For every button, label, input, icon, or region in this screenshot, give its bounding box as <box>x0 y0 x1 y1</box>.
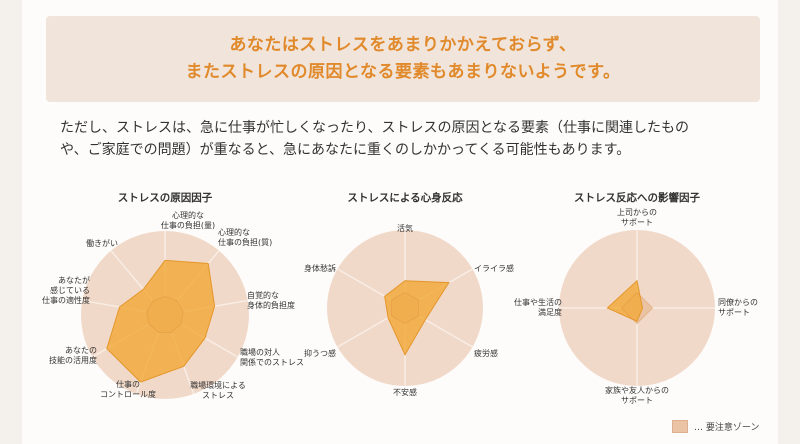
chart-1-axis-label-line: 心理的な <box>172 210 204 220</box>
chart-1-axis-label: 仕事のコントロール度 <box>100 379 156 399</box>
result-banner: あなたはストレスをあまりかかえておらず、 またストレスの原因となる要素もあまりな… <box>46 16 760 102</box>
chart-2-axis-label: 不安感 <box>393 387 417 397</box>
chart-1-axis-label: 職場環境によるストレス <box>190 380 246 400</box>
chart-1-axis-label-line: 仕事の適性度 <box>42 295 90 305</box>
chart-1-axis-label: 自覚的な身体的負担度 <box>247 290 295 310</box>
chart-1-axis-label-line: 身体的負担度 <box>247 300 295 310</box>
chart-2-axis-label-line: 活気 <box>397 223 413 233</box>
chart-2-axis-label: 抑うつ感 <box>304 348 336 358</box>
legend: … 要注意ゾーン <box>672 420 759 433</box>
chart-2-axis-label: 疲労感 <box>474 348 498 358</box>
chart-1-axis-label-line: 関係でのストレス <box>240 358 304 367</box>
chart-3-axis-label-line: サポート <box>718 308 750 317</box>
chart-2-axis-label-line: 抑うつ感 <box>304 348 336 358</box>
chart-3-axis-label-line: 家族や友人からの <box>605 385 669 395</box>
chart-1-axis-label-line: 自覚的な <box>247 290 279 300</box>
chart-3-axis-label-line: 上司からの <box>617 208 657 217</box>
headline-line-2: またストレスの原因となる要素もあまりないようです。 <box>185 62 621 82</box>
chart-3-axis-label-line: サポート <box>621 396 653 405</box>
chart-2-axis-label-line: 疲労感 <box>474 348 498 358</box>
chart-3-axis-label: 仕事や生活の満足度 <box>514 297 562 317</box>
chart-2-title: ストレスによる心身反応 <box>347 191 463 204</box>
chart-1-axis-label-line: 技能の活用度 <box>49 355 97 365</box>
chart-3-data-polygon <box>606 279 644 322</box>
chart-3-inner-zone-outline <box>620 291 654 325</box>
chart-1-axis-label: 心理的な仕事の負担(質) <box>218 227 272 247</box>
chart-1-axis-label: あなたの技能の活用度 <box>49 346 97 365</box>
description-line-2: や、ご家庭での問題）が重なると、急にあなたに重くのしかかってくる可能性もあります… <box>60 142 631 158</box>
chart-1-inner-zone-outline <box>146 296 184 333</box>
chart-1-axis-label-line: 感じている <box>50 285 90 295</box>
chart-3-axis-label-line: サポート <box>621 218 653 227</box>
chart-2-axis-label: 身体愁訴 <box>304 263 336 273</box>
chart-2-axis-label-line: 不安感 <box>393 387 417 397</box>
chart-1-axis-label-line: 仕事の負担(量) <box>161 220 215 230</box>
chart-2-axis-label: 活気 <box>397 223 413 233</box>
chart-3-axis-label: 家族や友人からのサポート <box>605 385 669 405</box>
chart-3-axis-label-line: 同僚からの <box>718 297 758 307</box>
chart-1-axis-label: あなたが感じている仕事の適性度 <box>42 275 90 305</box>
chart-3-axis-label: 上司からのサポート <box>617 208 657 227</box>
chart-1-title: ストレスの原因因子 <box>118 192 213 204</box>
chart-2-inner-zone-outline <box>391 292 419 324</box>
chart-3-title: ストレス反応への影響因子 <box>574 191 700 204</box>
chart-3-axis-label: 同僚からのサポート <box>718 297 758 317</box>
chart-3-axis-label-line: 満足度 <box>538 307 562 317</box>
chart-2-axis-label-line: イライラ感 <box>474 263 514 273</box>
headline-line-1: あなたはストレスをあまりかかえておらず、 <box>229 35 577 55</box>
chart-1-axis-label-line: 心理的な <box>218 227 250 237</box>
chart-2-data-polygon <box>384 280 450 356</box>
chart-1-data-polygon <box>106 259 216 383</box>
chart-1-axis-label-line: 職場の対人 <box>240 347 280 357</box>
chart-3-axis-label-line: 仕事や生活の <box>514 297 562 307</box>
chart-1-axis-label-line: 職場環境による <box>190 380 246 390</box>
chart-1-axis-label-line: コントロール度 <box>100 389 156 399</box>
chart-1-axis-label-line: あなたの <box>65 346 97 355</box>
chart-1-axis-label: 働きがい <box>86 238 118 248</box>
chart-1-axis-label: 心理的な仕事の負担(量) <box>161 210 215 230</box>
chart-1-axis-label-line: 仕事の <box>116 379 140 389</box>
description-line-1: ただし、ストレスは、急に仕事が忙しくなったり、ストレスの原因となる要素（仕事に関… <box>60 120 690 136</box>
description: ただし、ストレスは、急に仕事が忙しくなったり、ストレスの原因となる要素（仕事に関… <box>60 117 750 161</box>
chart-1-axis-label-line: あなたが <box>58 275 90 285</box>
chart-1-axis-label: 職場の対人関係でのストレス <box>240 347 304 367</box>
chart-1-axis-label-line: 仕事の負担(質) <box>218 237 272 247</box>
chart-2-axis-label: イライラ感 <box>474 263 514 273</box>
chart-1-axis-label-line: 働きがい <box>86 238 118 248</box>
chart-1-axis-label-line: ストレス <box>202 391 234 400</box>
chart-2-axis-label-line: 身体愁訴 <box>304 263 336 273</box>
legend-label: … 要注意ゾーン <box>694 423 760 433</box>
caution-zone-swatch <box>672 420 688 433</box>
